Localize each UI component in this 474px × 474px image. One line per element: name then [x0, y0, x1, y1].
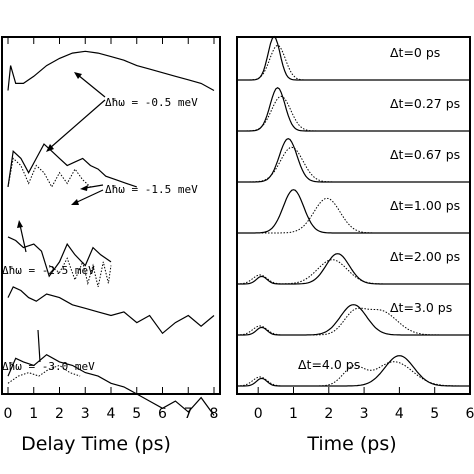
- right-x-tick-label: 0: [254, 406, 263, 422]
- left-x-tick-label: 1: [29, 406, 38, 422]
- right-trace-dotted-2: [237, 146, 470, 183]
- right-trace-dotted-1: [237, 95, 470, 132]
- left-x-tick-label: 0: [4, 406, 13, 422]
- right-x-ticks: [257, 387, 471, 394]
- left-series-group: [7, 50, 215, 416]
- left-series-3-solid: [7, 236, 112, 278]
- annotation-3-0mev: Δħω = -3.0 meV: [2, 360, 95, 373]
- left-series-6-solid: [7, 353, 215, 416]
- delta-t-label: Δt=1.00 ps: [390, 198, 460, 213]
- left-series-1-solid: [7, 143, 137, 188]
- right-x-tick-labels: 0 1 2 3 4 5 6: [254, 406, 474, 422]
- right-x-axis-label: Time (ps): [306, 433, 396, 455]
- left-plot-frame: [1, 36, 221, 395]
- right-trace-dotted-4: [236, 259, 470, 285]
- right-delta-t-labels: Δt=0 ps Δt=0.27 ps Δt=0.67 ps Δt=1.00 ps Δt=…: [298, 45, 460, 372]
- right-x-tick-label: 2: [324, 406, 333, 422]
- left-series-5-solid: [7, 286, 215, 335]
- delta-t-label: Δt=3.0 ps: [390, 300, 452, 315]
- right-x-tick-label: 3: [360, 406, 369, 422]
- right-x-tick-label: 1: [289, 406, 298, 422]
- delta-t-label: Δt=0.67 ps: [390, 147, 460, 162]
- right-trace-dotted-5: [236, 307, 470, 336]
- right-x-tick-label: 5: [430, 406, 439, 422]
- left-x-tick-label: 4: [107, 406, 116, 422]
- left-series-7-dotted: [7, 364, 81, 384]
- right-plot-frame: [236, 36, 471, 395]
- left-x-tick-label: 7: [184, 406, 193, 422]
- left-x-tick-label: 2: [55, 406, 64, 422]
- delta-t-label: Δt=0.27 ps: [390, 96, 460, 111]
- right-trace-dotted-6: [236, 361, 470, 387]
- left-annotation-arrows: [17, 72, 106, 363]
- right-series-group: [236, 35, 470, 387]
- delta-t-label: Δt=4.0 ps: [298, 357, 360, 372]
- right-trace-dotted-3: [237, 197, 470, 234]
- right-x-tick-label: 6: [466, 406, 474, 422]
- delta-t-label: Δt=0 ps: [390, 45, 440, 60]
- right-x-tick-label: 4: [395, 406, 404, 422]
- left-series-4-dotted: [48, 257, 112, 288]
- left-series-0-solid: [7, 50, 215, 92]
- left-x-tick-label: 6: [158, 406, 167, 422]
- annotation-0-5mev: Δħω = -0.5 meV: [105, 96, 198, 109]
- left-x-axis-label: Delay Time (ps): [21, 433, 171, 455]
- delta-t-label: Δt=2.00 ps: [390, 249, 460, 264]
- left-x-tick-label: 3: [81, 406, 90, 422]
- left-x-tick-label: 8: [210, 406, 219, 422]
- left-series-2-dotted: [7, 157, 91, 188]
- annotation-2-5mev: Δħω = -2.5 meV: [2, 264, 95, 277]
- annotation-1-5mev: Δħω = -1.5 meV: [105, 183, 198, 196]
- left-x-ticks: [7, 37, 215, 394]
- right-trace-solid-0: [237, 35, 470, 81]
- right-trace-solid-3: [237, 189, 470, 234]
- left-x-tick-label: 5: [132, 406, 141, 422]
